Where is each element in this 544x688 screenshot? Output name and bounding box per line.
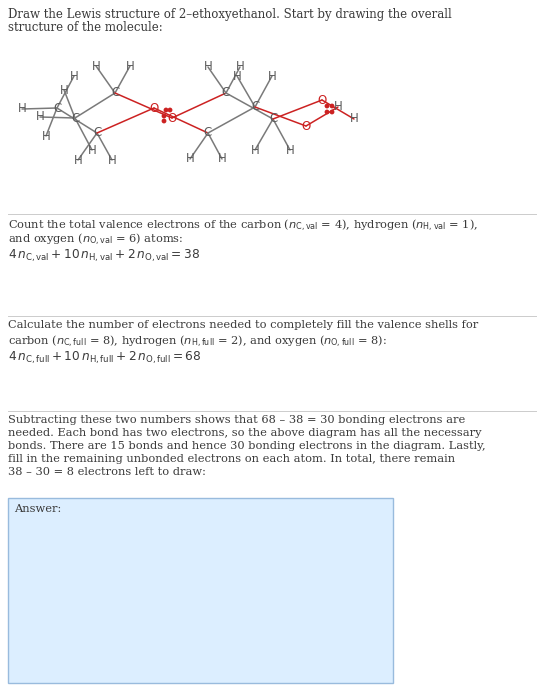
Text: H: H — [218, 153, 226, 166]
FancyBboxPatch shape — [8, 498, 393, 683]
Text: H: H — [126, 59, 134, 72]
Text: 38 – 30 = 8 electrons left to draw:: 38 – 30 = 8 electrons left to draw: — [8, 467, 206, 477]
Text: fill in the remaining unbonded electrons on each atom. In total, there remain: fill in the remaining unbonded electrons… — [8, 454, 455, 464]
Text: O: O — [317, 94, 326, 107]
Text: H: H — [251, 144, 259, 156]
Text: H: H — [70, 69, 78, 83]
Text: H: H — [91, 59, 101, 72]
Text: structure of the molecule:: structure of the molecule: — [8, 21, 163, 34]
Text: Subtracting these two numbers shows that 68 – 38 = 30 bonding electrons are: Subtracting these two numbers shows that… — [8, 415, 465, 425]
Circle shape — [162, 119, 166, 122]
Text: C: C — [93, 127, 101, 140]
Text: H: H — [42, 129, 51, 142]
Text: bonds. There are 15 bonds and hence 30 bonding electrons in the diagram. Lastly,: bonds. There are 15 bonds and hence 30 b… — [8, 441, 486, 451]
Text: H: H — [88, 144, 96, 156]
Circle shape — [325, 105, 329, 108]
Circle shape — [330, 110, 333, 114]
Text: O: O — [301, 120, 311, 133]
Text: H: H — [236, 61, 244, 74]
Text: C: C — [111, 87, 119, 100]
Text: H: H — [60, 83, 69, 96]
Text: Draw the Lewis structure of 2–ethoxyethanol. Start by drawing the overall: Draw the Lewis structure of 2–ethoxyetha… — [8, 8, 452, 21]
Text: H: H — [186, 153, 194, 166]
Circle shape — [168, 108, 172, 111]
Text: H: H — [35, 111, 45, 124]
Text: Count the total valence electrons of the carbon ($n_{\mathrm{C,val}}$ = 4), hydr: Count the total valence electrons of the… — [8, 218, 478, 234]
Text: C: C — [53, 102, 61, 114]
Text: O: O — [168, 111, 177, 125]
Text: C: C — [269, 113, 277, 125]
Text: Answer:: Answer: — [14, 504, 61, 514]
Text: C: C — [251, 100, 259, 114]
Text: H: H — [233, 69, 242, 83]
Text: O: O — [150, 102, 159, 114]
Circle shape — [162, 114, 166, 118]
Text: Calculate the number of electrons needed to completely fill the valence shells f: Calculate the number of electrons needed… — [8, 320, 478, 330]
Text: H: H — [203, 61, 212, 74]
Text: carbon ($n_{\mathrm{C,full}}$ = 8), hydrogen ($n_{\mathrm{H,full}}$ = 2), and ox: carbon ($n_{\mathrm{C,full}}$ = 8), hydr… — [8, 334, 387, 350]
Text: C: C — [204, 127, 212, 140]
Text: H: H — [268, 69, 276, 83]
Text: needed. Each bond has two electrons, so the above diagram has all the necessary: needed. Each bond has two electrons, so … — [8, 428, 481, 438]
Text: H: H — [73, 153, 82, 166]
Text: H: H — [286, 144, 294, 156]
Text: $4\,n_{\mathrm{C,val}} + 10\,n_{\mathrm{H,val}} + 2\,n_{\mathrm{O,val}} = 38$: $4\,n_{\mathrm{C,val}} + 10\,n_{\mathrm{… — [8, 248, 200, 264]
Circle shape — [164, 108, 168, 111]
Circle shape — [330, 105, 333, 108]
Text: H: H — [108, 153, 116, 166]
Text: $4\,n_{\mathrm{C,full}} + 10\,n_{\mathrm{H,full}} + 2\,n_{\mathrm{O,full}} = 68$: $4\,n_{\mathrm{C,full}} + 10\,n_{\mathrm… — [8, 350, 201, 367]
Text: and oxygen ($n_{\mathrm{O,val}}$ = 6) atoms:: and oxygen ($n_{\mathrm{O,val}}$ = 6) at… — [8, 232, 183, 248]
Text: H: H — [17, 103, 26, 116]
Text: H: H — [333, 100, 342, 114]
Text: H: H — [350, 113, 358, 125]
Text: C: C — [71, 111, 79, 125]
Text: C: C — [222, 87, 230, 100]
Circle shape — [325, 110, 329, 114]
